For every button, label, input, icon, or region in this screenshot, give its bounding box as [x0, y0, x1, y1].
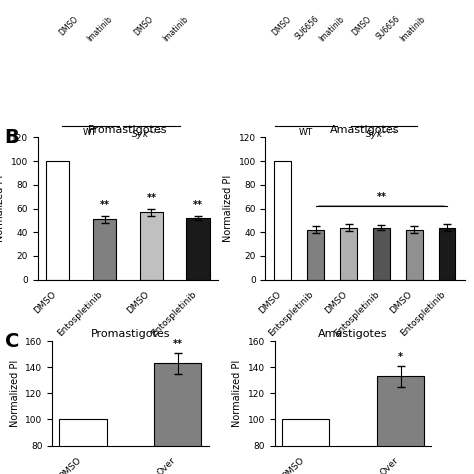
- Text: $Syk^{-/-}$: $Syk^{-/-}$: [131, 128, 163, 142]
- Text: $Syk^{-/-}$: $Syk^{-/-}$: [365, 128, 398, 142]
- Text: **: **: [173, 339, 183, 349]
- Y-axis label: Normalized PI: Normalized PI: [0, 175, 5, 242]
- Text: B: B: [5, 128, 19, 147]
- Bar: [154, 364, 201, 474]
- Bar: [140, 212, 163, 280]
- Text: Imatinib: Imatinib: [161, 14, 190, 43]
- Text: WT: WT: [299, 128, 313, 137]
- Text: DMSO: DMSO: [270, 14, 293, 37]
- Bar: [46, 161, 70, 280]
- Bar: [59, 419, 107, 474]
- Title: Amastigotes: Amastigotes: [319, 329, 388, 339]
- Text: Imatinib: Imatinib: [398, 14, 427, 43]
- Y-axis label: Normalized PI: Normalized PI: [223, 175, 233, 242]
- Text: DMSO: DMSO: [351, 14, 374, 37]
- Bar: [282, 419, 329, 474]
- Bar: [406, 230, 422, 280]
- Text: WT: WT: [83, 128, 97, 137]
- Bar: [93, 219, 116, 280]
- Text: **: **: [193, 200, 203, 210]
- Title: Amastigotes: Amastigotes: [330, 125, 400, 135]
- Text: Imatinib: Imatinib: [85, 14, 114, 43]
- Bar: [377, 376, 424, 474]
- Bar: [274, 161, 291, 280]
- Text: SU6656: SU6656: [374, 14, 402, 42]
- Text: *: *: [398, 352, 403, 362]
- Title: Promastigotes: Promastigotes: [91, 329, 170, 339]
- Text: **: **: [100, 200, 109, 210]
- Bar: [439, 228, 456, 280]
- Text: Imatinib: Imatinib: [318, 14, 346, 43]
- Text: SU6656: SU6656: [294, 14, 321, 42]
- Y-axis label: Normalized PI: Normalized PI: [9, 360, 19, 427]
- Title: Promastigotes: Promastigotes: [88, 125, 168, 135]
- Bar: [186, 218, 210, 280]
- Text: DMSO: DMSO: [133, 14, 155, 37]
- Y-axis label: Normalized PI: Normalized PI: [232, 360, 242, 427]
- Text: **: **: [376, 192, 386, 202]
- Bar: [373, 228, 390, 280]
- Text: DMSO: DMSO: [57, 14, 80, 37]
- Bar: [340, 228, 357, 280]
- Text: C: C: [5, 332, 19, 351]
- Bar: [308, 230, 324, 280]
- Text: **: **: [146, 193, 156, 203]
